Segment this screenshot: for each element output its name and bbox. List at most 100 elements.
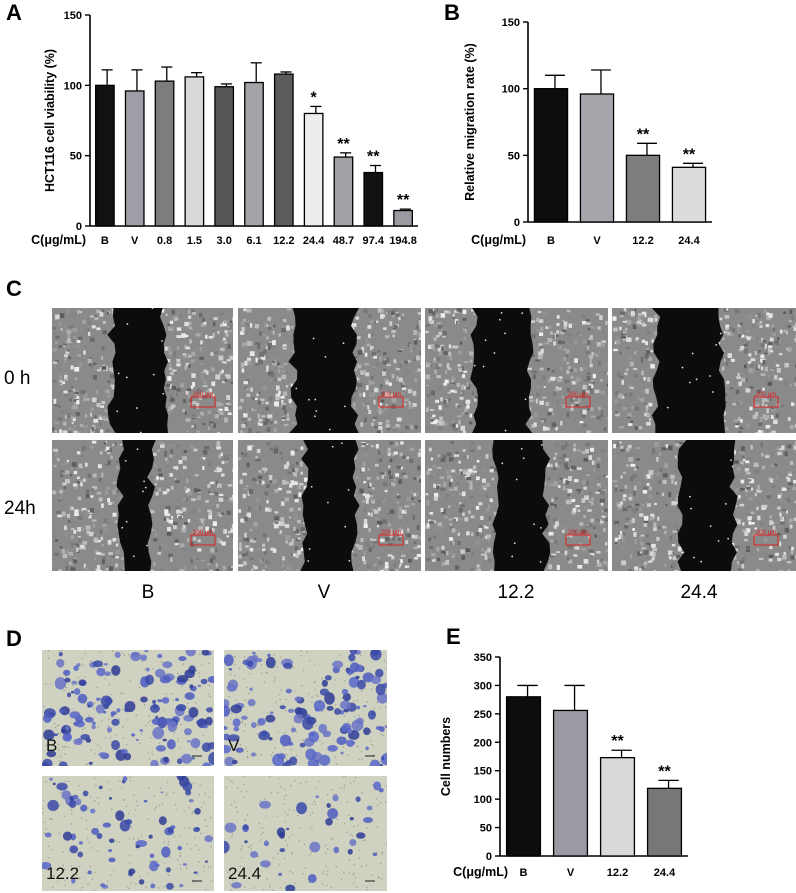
significance-marker: * (311, 89, 318, 106)
significance-marker: ** (397, 192, 410, 209)
chart-e-cell-numbers: 0 50 100 150 200 250 300 350 B V ** 12.2 ** 24.4 C(μg/… (439, 652, 688, 879)
y-tick-label: 100 (474, 794, 492, 806)
svg-text:200 μm: 200 μm (381, 392, 401, 398)
wound-image-0h-B: 200 μm (52, 308, 233, 433)
wound-image-0h-V: 200 μm (238, 308, 421, 433)
y-tick-label: 150 (64, 10, 82, 22)
significance-marker: ** (367, 149, 380, 166)
svg-text:200 μm: 200 μm (756, 392, 776, 398)
transwell-image-V (224, 650, 387, 766)
x-tick-label: 12.2 (273, 235, 294, 247)
wound-image-24h-12.2: 200 μm (425, 440, 608, 571)
bar-12.2 (625, 154, 661, 223)
x-tick-label: 24.4 (678, 235, 700, 247)
panel-letter-c: C (6, 276, 22, 301)
x-tick-label: 0.8 (157, 235, 172, 247)
y-tick-label: 0 (76, 221, 82, 233)
y-tick-label: 150 (474, 766, 492, 778)
x-tick-label: 12.2 (607, 867, 628, 879)
wound-image-24h-24.4: 200 μm (612, 440, 796, 571)
col-label-b: B (141, 582, 155, 603)
bar-12.2 (599, 756, 636, 857)
x-tick-label: 6.1 (246, 235, 261, 247)
x-tick-label: 24.4 (654, 867, 676, 879)
wound-healing-panel: 0 h 24h B V 12.2 24.4 200 μm 200 μm 200 μm… (0, 300, 796, 630)
bar-V (124, 90, 145, 227)
panel-letter-d: D (6, 626, 22, 651)
row-label-24h: 24h (4, 498, 36, 519)
significance-marker: ** (658, 763, 671, 780)
y-axis-label: Cell numbers (439, 717, 453, 796)
y-tick-label: 350 (474, 652, 492, 664)
y-axis-label: HCT116 cell viability (%) (43, 49, 57, 192)
y-axis-label: Relative migration rate (%) (463, 43, 477, 201)
svg-text:200 μm: 200 μm (568, 392, 588, 398)
bar-194.8 (393, 209, 413, 227)
x-tick-label: B (547, 235, 555, 247)
col-label-12-2: 12.2 (497, 582, 535, 603)
bar-0.8 (154, 80, 175, 227)
x-axis-label: C(μg/mL) (31, 233, 86, 247)
bar-12.2 (273, 73, 294, 227)
x-tick-label: 1.5 (187, 235, 202, 247)
x-tick-label: V (131, 235, 139, 247)
y-tick-label: 0 (514, 217, 520, 229)
col-label-v: V (317, 582, 331, 603)
bar-3.0 (214, 86, 235, 227)
transwell-label-v: V (228, 736, 240, 755)
bar-B (95, 84, 115, 227)
wound-image-0h-24.4: 200 μm (612, 308, 796, 433)
transwell-label-b: B (46, 736, 58, 755)
y-tick-label: 100 (64, 80, 82, 92)
significance-marker: ** (337, 136, 350, 153)
x-tick-label: 3.0 (217, 235, 232, 247)
bar-24.4 (671, 166, 707, 223)
x-tick-label: B (520, 867, 528, 879)
panel-letter-b: B (444, 0, 460, 25)
y-tick-label: 0 (486, 851, 492, 863)
transwell-image-24-4 (224, 776, 387, 891)
x-axis-label: C(μg/mL) (453, 865, 508, 879)
panel-letter-e: E (446, 624, 461, 649)
x-tick-label: 24.4 (303, 235, 325, 247)
x-tick-label: B (101, 235, 109, 247)
row-label-0h: 0 h (4, 368, 31, 389)
wound-image-24h-V: 200 μm (238, 440, 421, 571)
col-label-24-4: 24.4 (680, 582, 718, 603)
x-tick-label: 48.7 (333, 235, 354, 247)
panel-letter-a: A (6, 0, 22, 25)
y-tick-label: 50 (480, 823, 492, 835)
y-tick-label: 50 (70, 151, 82, 163)
bar-V (579, 93, 615, 223)
bar-48.7 (333, 156, 354, 227)
bar-B (505, 696, 542, 857)
bar-24.4 (303, 112, 324, 227)
significance-marker: ** (611, 733, 624, 750)
significance-marker: ** (683, 146, 696, 163)
y-tick-label: 250 (474, 709, 492, 721)
y-tick-label: 100 (502, 84, 520, 96)
bar-24.4 (646, 787, 683, 857)
y-tick-label: 300 (474, 680, 492, 692)
bar-1.5 (184, 76, 205, 227)
bar-97.4 (363, 171, 384, 227)
y-tick-label: 50 (508, 150, 520, 162)
svg-text:200 μm: 200 μm (756, 530, 776, 536)
transwell-label-12-2: 12.2 (46, 864, 80, 883)
wound-image-24h-B: 200 μm (52, 440, 233, 571)
x-tick-label: V (593, 235, 601, 247)
x-tick-label: V (567, 867, 575, 879)
y-tick-label: 200 (474, 737, 492, 749)
svg-text:200 μm: 200 μm (193, 392, 213, 398)
x-tick-label: 12.2 (632, 235, 653, 247)
bar-V (552, 709, 589, 857)
x-tick-label: 97.4 (363, 235, 385, 247)
x-tick-label: 194.8 (389, 235, 417, 247)
x-axis-label: C(μg/mL) (471, 233, 526, 247)
wound-image-0h-12.2: 200 μm (425, 308, 608, 433)
svg-text:200 μm: 200 μm (193, 530, 213, 536)
transwell-panel: B V 12.2 24.4 (0, 650, 400, 893)
significance-marker: ** (637, 126, 650, 143)
transwell-label-24-4: 24.4 (228, 864, 262, 883)
transwell-image-B (42, 650, 214, 766)
